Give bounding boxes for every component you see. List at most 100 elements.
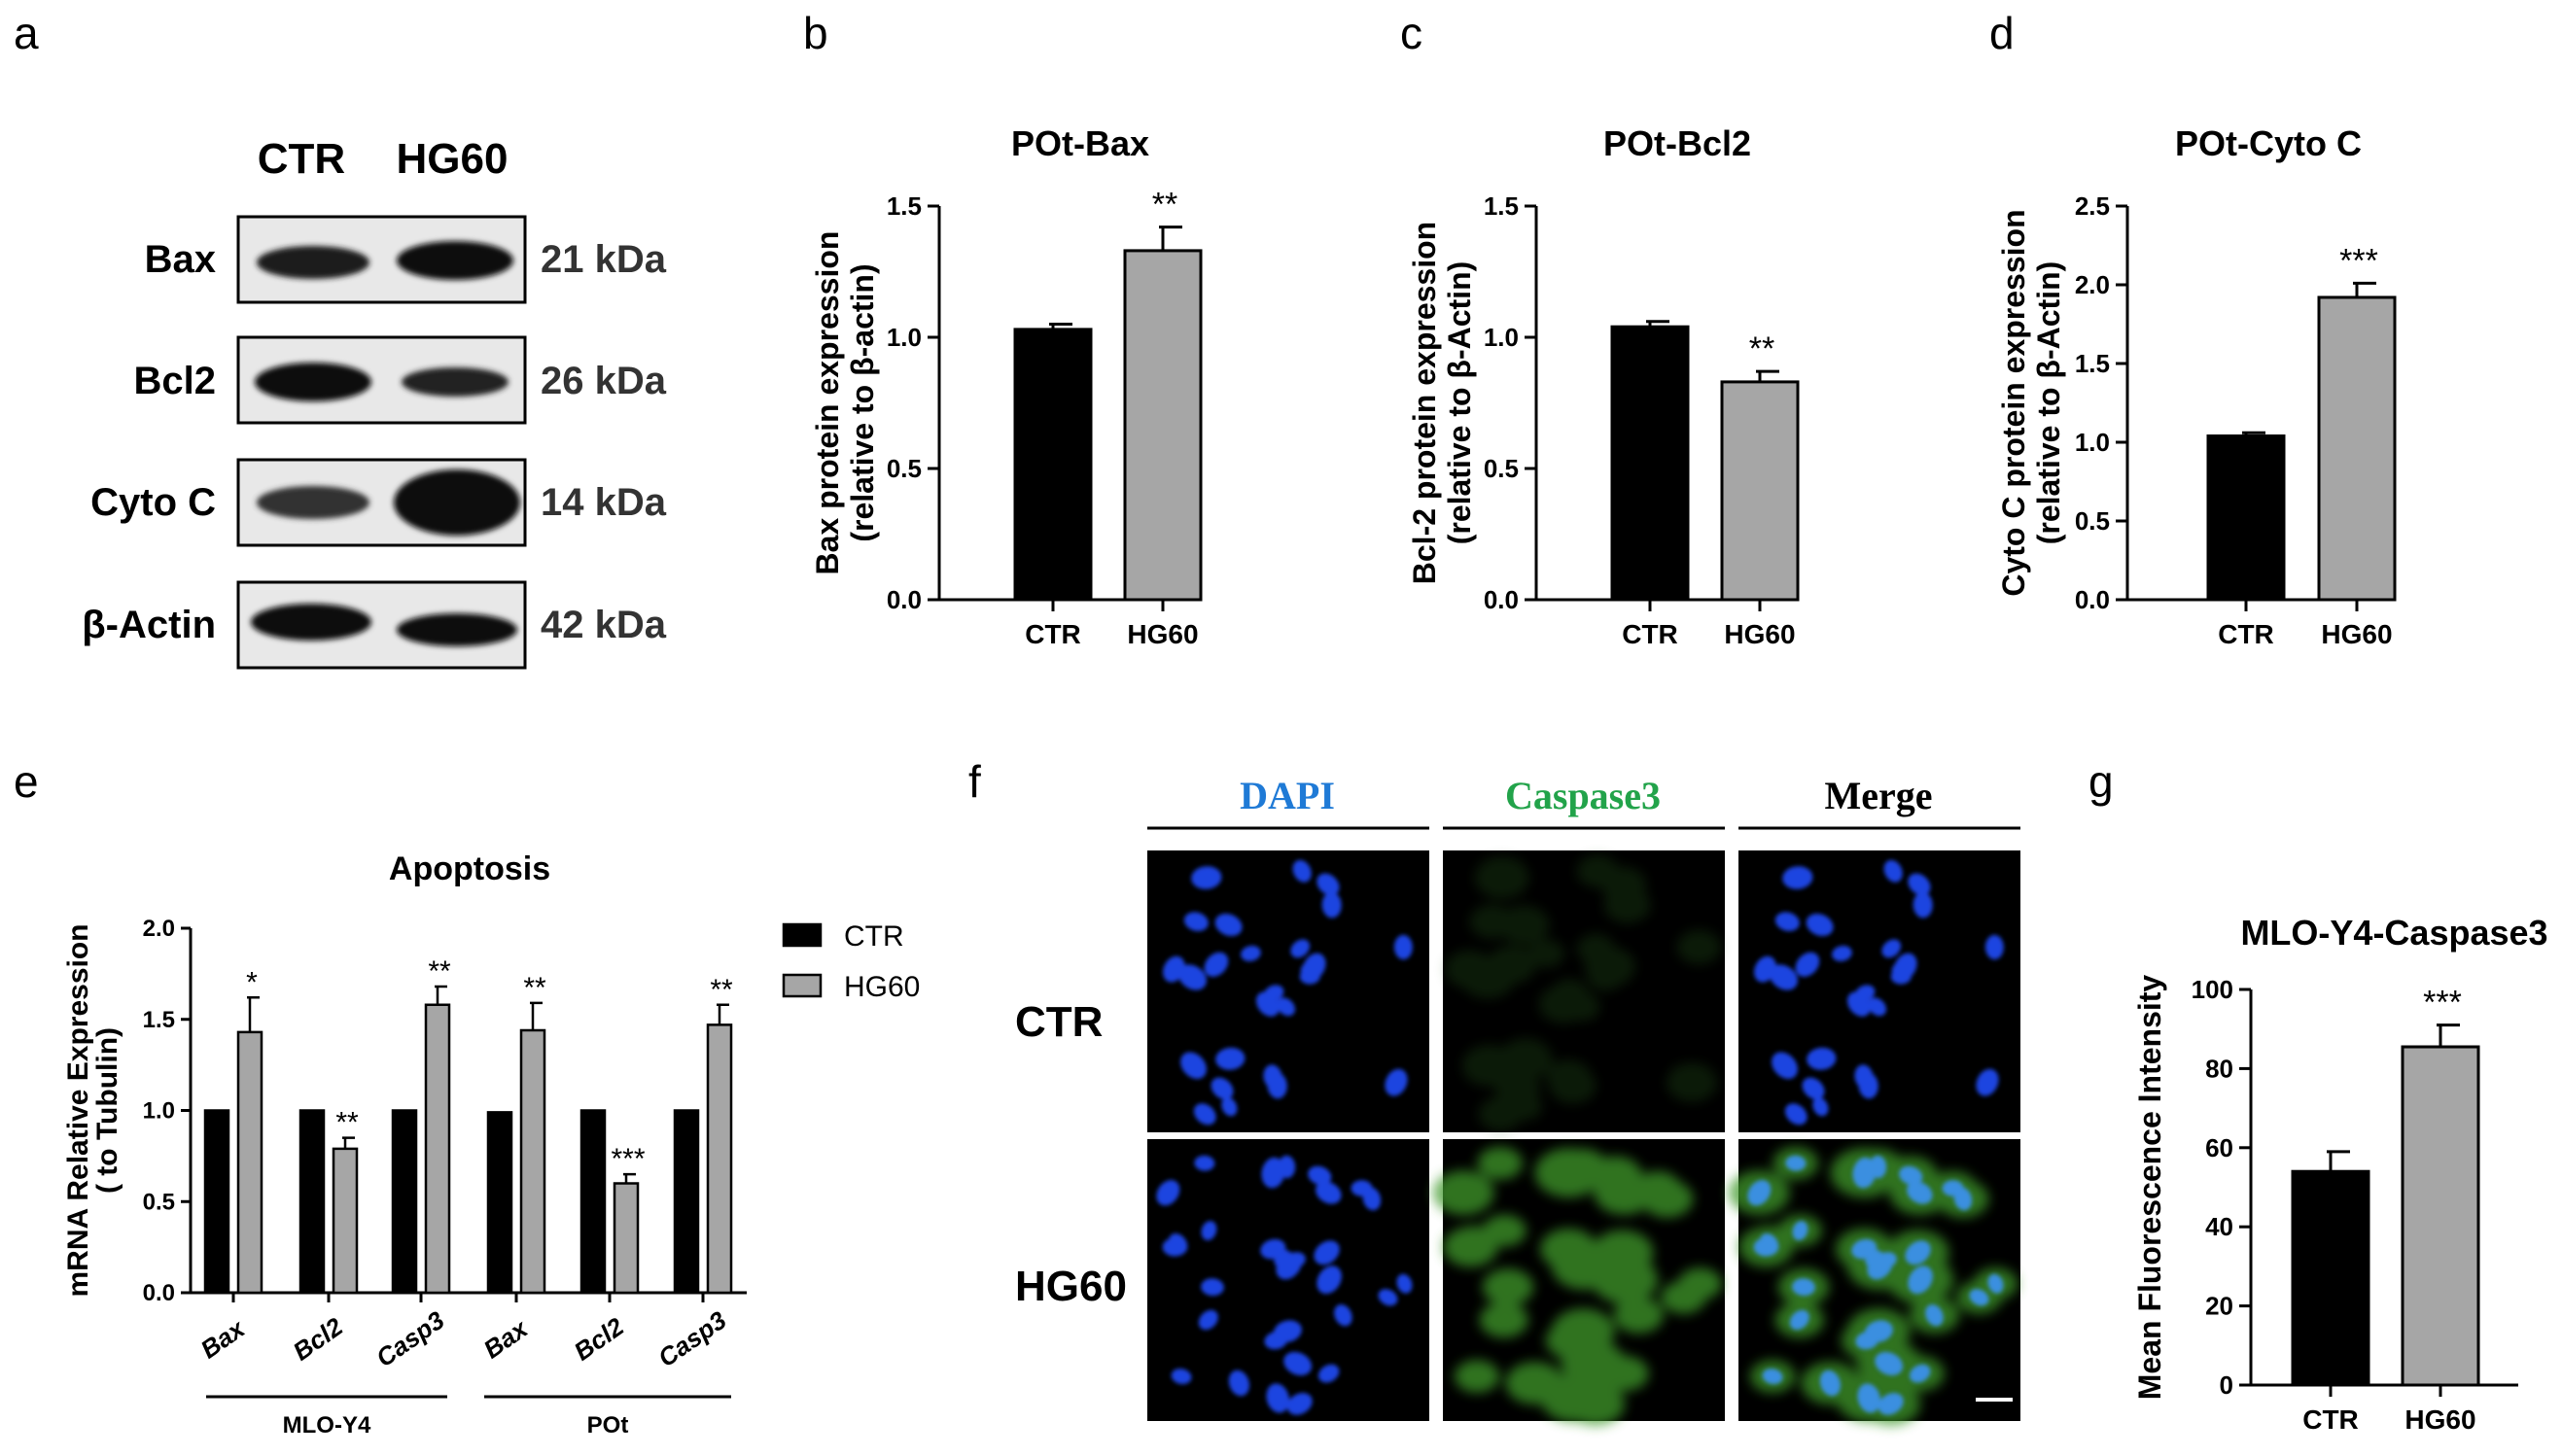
- x-tick-label: Bcl2: [569, 1311, 630, 1366]
- x-tick-label: Bax: [478, 1313, 535, 1365]
- nucleus: [1852, 1157, 1877, 1189]
- nucleus: [1277, 997, 1296, 1017]
- bar-hg60: [1123, 249, 1203, 602]
- nucleus: [1789, 1309, 1809, 1331]
- nucleus: [1753, 1237, 1779, 1257]
- micrograph-tile: [1729, 1139, 2020, 1426]
- nucleus: [1266, 1383, 1289, 1413]
- bar-hg60: [332, 1147, 359, 1295]
- cell-cytoplasm: [1445, 950, 1494, 988]
- significance-mark: **: [1152, 187, 1177, 224]
- kda-label-bax: 21 kDa: [541, 238, 667, 281]
- kda-label-cytoc: 14 kDa: [541, 481, 667, 524]
- nucleus: [1317, 1364, 1340, 1383]
- nucleus: [1198, 1309, 1218, 1331]
- dapi-nuclei: [1754, 859, 2004, 1126]
- significance-mark: **: [710, 974, 733, 1006]
- nucleus: [1868, 997, 1887, 1017]
- cell-cytoplasm: [1498, 905, 1550, 945]
- nucleus: [1857, 1383, 1880, 1413]
- bar-hg60: [1720, 380, 1800, 602]
- y-axis-label: ( to Tubulin): [91, 1027, 123, 1194]
- fluorescence-panel: DAPI Caspase3 Merge CTR HG60: [1015, 774, 2020, 1426]
- nucleus: [1260, 1238, 1286, 1260]
- nucleus: [1795, 952, 1820, 977]
- caspase-signal: [1445, 854, 1722, 1132]
- nucleus: [1276, 1252, 1302, 1280]
- dapi-nuclei: [1156, 1155, 1413, 1415]
- nucleus: [1762, 1369, 1783, 1385]
- band-bax-ctr: [257, 246, 369, 279]
- cell-cytoplasm: [1613, 1297, 1664, 1334]
- x-tick-label: Casp3: [370, 1305, 450, 1373]
- band-cytoc-hg60: [394, 469, 520, 536]
- nucleus: [1878, 1393, 1904, 1415]
- y-tick-label: 2.0: [2075, 270, 2110, 299]
- caspase-signal: [1433, 1146, 1722, 1426]
- nucleus: [1171, 1369, 1192, 1385]
- band-bcl2-hg60: [402, 367, 509, 397]
- y-axis-label: Cyto C protein expression: [1996, 209, 2031, 596]
- y-tick-label: 0: [2220, 1370, 2233, 1400]
- y-tick-label: 1.0: [2075, 428, 2110, 457]
- cell-cytoplasm: [1433, 1170, 1494, 1215]
- cell-cytoplasm: [1482, 1268, 1534, 1306]
- bar-hg60: [613, 1182, 640, 1295]
- lane-label-hg60: HG60: [397, 135, 509, 183]
- lane-label-ctr: CTR: [258, 135, 345, 183]
- nucleus: [1881, 939, 1902, 958]
- micrograph-tile: [1147, 1139, 1429, 1421]
- y-tick-label: 2.0: [143, 916, 175, 942]
- nucleus: [1321, 891, 1342, 919]
- nucleus: [1191, 866, 1222, 889]
- band-bcl2-ctr: [255, 363, 371, 401]
- cell-cytoplasm: [1565, 1382, 1626, 1426]
- y-tick-label: 0.0: [2075, 585, 2110, 614]
- micrograph-background: [1738, 850, 2020, 1132]
- nucleus: [1283, 1351, 1313, 1376]
- x-tick-label: CTR: [1025, 619, 1081, 649]
- nucleus: [1261, 1157, 1285, 1189]
- panel-letter-e: e: [14, 756, 39, 807]
- nucleus: [1201, 1221, 1217, 1241]
- significance-mark: *: [246, 966, 258, 998]
- bar-ctr: [1013, 328, 1093, 602]
- nucleus: [1984, 934, 2004, 960]
- column-label-dapi: DAPI: [1240, 774, 1335, 817]
- nucleus: [1890, 968, 1912, 985]
- panel-letter-g: g: [2088, 756, 2114, 807]
- bar-ctr: [2291, 1169, 2370, 1387]
- nucleus: [1907, 1181, 1933, 1204]
- micrograph-tile: [1738, 850, 2020, 1132]
- micrograph-tile: [1443, 850, 1725, 1132]
- nucleus: [1316, 1181, 1342, 1204]
- bar-hg60: [706, 1023, 733, 1295]
- band-bax-hg60: [397, 241, 513, 280]
- nucleus: [1255, 991, 1281, 1017]
- nucleus: [1769, 964, 1799, 990]
- cell-cytoplasm: [1538, 985, 1589, 1023]
- significance-mark: **: [335, 1107, 359, 1139]
- x-tick-label: Bax: [195, 1313, 252, 1365]
- y-tick-label: 1.5: [2075, 349, 2110, 378]
- x-tick-label: Casp3: [652, 1305, 732, 1373]
- panel-letter-c: c: [1400, 8, 1422, 58]
- legend-label: HG60: [844, 971, 920, 1003]
- nucleus: [1314, 1240, 1340, 1265]
- bar-hg60: [424, 1003, 451, 1295]
- nucleus: [1867, 1252, 1893, 1280]
- nucleus: [1292, 859, 1312, 883]
- column-label-merge: Merge: [1824, 774, 1932, 817]
- nucleus: [1156, 1180, 1180, 1206]
- chart-title: POt-Bax: [1011, 123, 1149, 163]
- bar-ctr: [579, 1109, 607, 1295]
- nucleus: [1378, 1289, 1398, 1306]
- nucleus: [1396, 1273, 1413, 1294]
- x-tick-label: HG60: [1127, 619, 1198, 649]
- cell-cytoplasm: [1507, 1092, 1543, 1121]
- cell-cytoplasm: [1661, 1280, 1706, 1314]
- nucleus: [1772, 1052, 1798, 1079]
- nucleus: [1221, 1097, 1238, 1117]
- panel-letter-a: a: [14, 8, 39, 58]
- kda-label-bcl2: 26 kDa: [541, 360, 667, 402]
